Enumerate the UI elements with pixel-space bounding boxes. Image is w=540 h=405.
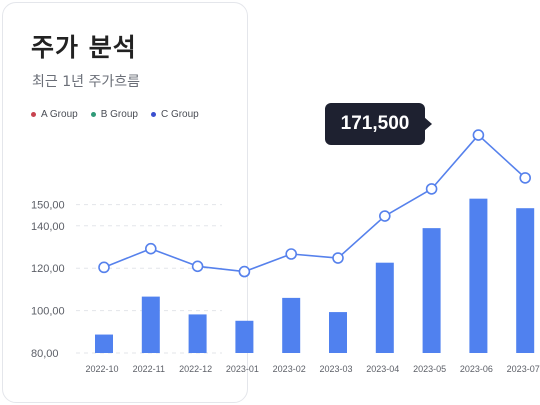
legend-dot-icon — [150, 112, 156, 117]
tooltip-arrow — [424, 117, 432, 131]
line-point — [191, 260, 204, 273]
chart-legend: A Group B Group C Group — [31, 109, 199, 120]
y-tick-label: 140,00 — [31, 221, 65, 233]
page-title: 주가 분석 — [31, 33, 137, 62]
bar — [516, 208, 535, 353]
x-tick-label: 2023-04 — [366, 364, 399, 374]
y-tick-label: 150,00 — [31, 200, 65, 212]
x-tick-label: 2023-02 — [273, 364, 306, 374]
legend-item-a[interactable]: A Group — [31, 109, 78, 120]
x-tick-label: 2023-03 — [319, 364, 352, 374]
bar — [282, 297, 301, 353]
legend-dot-icon — [31, 112, 36, 117]
page-subtitle: 최근 1년 주가흐름 — [32, 74, 140, 90]
legend-dot-icon — [90, 112, 96, 117]
x-tick-label: 2023-05 — [413, 364, 446, 374]
series-line — [103, 134, 526, 273]
legend-item-b[interactable]: B Group — [90, 109, 138, 120]
line-point — [238, 265, 251, 278]
y-tick-label: 120,00 — [31, 263, 65, 275]
line-point — [378, 210, 391, 222]
line-point — [145, 242, 157, 255]
line-point — [425, 183, 438, 195]
bar — [422, 228, 441, 353]
line-point — [98, 261, 110, 274]
legend-label: B Group — [100, 109, 138, 120]
x-tick-label: 2023-06 — [460, 364, 493, 374]
line-point — [519, 172, 532, 184]
bar — [469, 198, 488, 353]
bar — [329, 312, 347, 353]
legend-item-c[interactable]: C Group — [150, 109, 199, 120]
line-point — [472, 129, 485, 141]
x-tick-label: 2023-07 — [507, 364, 540, 374]
value-tooltip: 171,500 — [325, 103, 432, 145]
chart-card — [2, 2, 248, 403]
x-tick-label: 2023-01 — [226, 364, 259, 374]
bar — [188, 314, 207, 353]
legend-label: A Group — [41, 109, 78, 120]
bar — [141, 296, 160, 353]
tooltip-value: 171,500 — [340, 113, 410, 134]
bar — [95, 334, 113, 353]
y-tick-label: 80,00 — [31, 348, 59, 360]
y-tick-label: 100,00 — [31, 306, 65, 318]
x-tick-label: 2022-12 — [179, 364, 212, 374]
bar — [235, 320, 254, 353]
bar — [375, 262, 394, 353]
x-tick-label: 2022-11 — [133, 364, 165, 374]
line-point — [285, 248, 298, 260]
legend-label: C Group — [160, 109, 199, 120]
x-tick-label: 2022-10 — [85, 364, 118, 374]
line-point — [332, 252, 344, 264]
